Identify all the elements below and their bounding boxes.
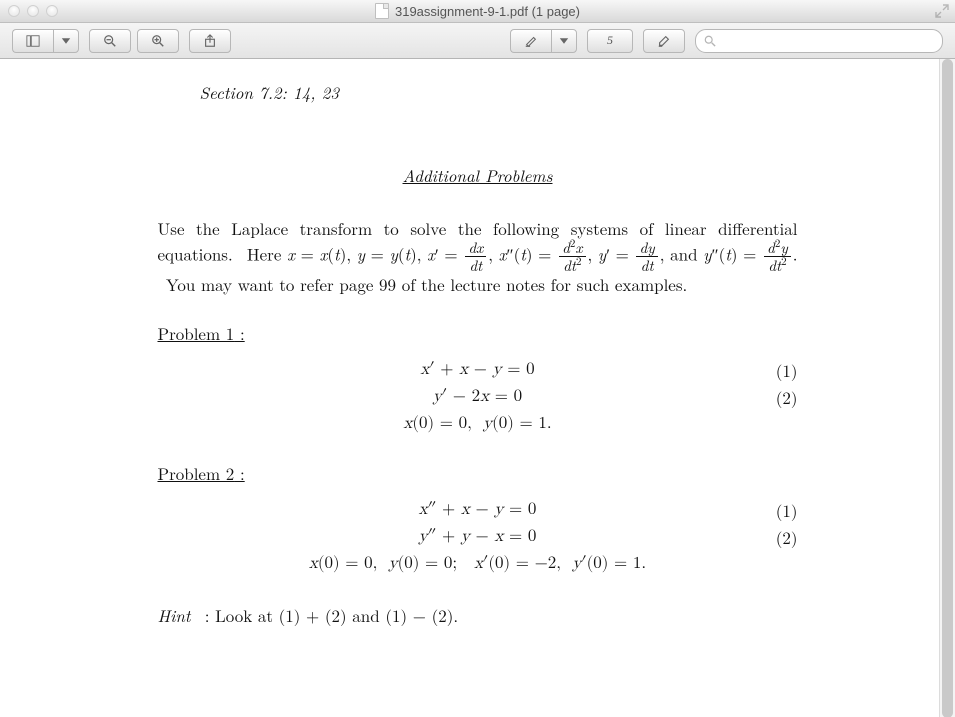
equation-number: (1): [776, 499, 798, 522]
titlebar: 319assignment-9-1.pdf (1 page): [0, 0, 955, 23]
highlight-dropdown[interactable]: [551, 29, 577, 53]
scrollbar-thumb[interactable]: [942, 59, 953, 717]
equation-line: x″ + x − y = 0(1): [158, 499, 798, 522]
page-indicator[interactable]: 5: [587, 29, 633, 53]
zoom-out-button[interactable]: [89, 29, 131, 53]
zoom-group: [89, 29, 179, 53]
hint-text: Hint : Look at (1) + (2) and (1) − (2).: [158, 604, 798, 627]
share-button[interactable]: [189, 29, 231, 53]
equation-body: y′ − 2x = 0: [158, 386, 798, 409]
document-viewport: Section 7.2: 14, 23 Additional Problems …: [0, 59, 955, 717]
equation-number: (1): [776, 359, 798, 382]
problems-container: Problem 1 :x′ + x − y = 0(1)y′ − 2x = 0(…: [158, 322, 798, 576]
minimize-window-icon[interactable]: [27, 5, 39, 17]
equation-body: x″ + x − y = 0: [158, 499, 798, 522]
pdf-page: Section 7.2: 14, 23 Additional Problems …: [0, 59, 955, 717]
intro-paragraph: Use the Laplace transform to solve the f…: [158, 217, 798, 296]
vertical-scrollbar[interactable]: [939, 59, 955, 717]
fullscreen-icon[interactable]: [935, 4, 949, 18]
view-mode-segment: [12, 29, 79, 53]
highlight-button[interactable]: [510, 29, 551, 53]
search-box[interactable]: [695, 29, 943, 53]
window-title: 319assignment-9-1.pdf (1 page): [0, 3, 955, 19]
window-controls: [0, 5, 58, 17]
document-icon: [375, 3, 389, 19]
equation-body: y″ + y − x = 0: [158, 526, 798, 549]
equation-line: x′ + x − y = 0(1): [158, 359, 798, 382]
equation-line: x(0) = 0, y(0) = 0; x′(0) = −2, y′(0) = …: [158, 553, 798, 576]
search-icon: [704, 35, 716, 47]
equation-line: y′ − 2x = 0(2): [158, 386, 798, 409]
problem-heading: Problem 2 :: [158, 462, 798, 485]
equation-line: x(0) = 0, y(0) = 1.: [158, 413, 798, 436]
equation-body: x(0) = 0, y(0) = 1.: [158, 413, 798, 436]
equation-body: x′ + x − y = 0: [158, 359, 798, 382]
additional-problems-heading: Additional Problems: [158, 164, 798, 187]
page-content: Section 7.2: 14, 23 Additional Problems …: [158, 81, 798, 627]
highlight-segment: [510, 29, 577, 53]
equation-line: y″ + y − x = 0(2): [158, 526, 798, 549]
close-window-icon[interactable]: [8, 5, 20, 17]
section-reference: Section 7.2: 14, 23: [200, 81, 798, 104]
equation-number: (2): [776, 526, 798, 549]
edit-button[interactable]: [643, 29, 685, 53]
equation-number: (2): [776, 386, 798, 409]
equation-body: x(0) = 0, y(0) = 0; x′(0) = −2, y′(0) = …: [158, 553, 798, 576]
toolbar: 5: [0, 23, 955, 59]
view-mode-button[interactable]: [12, 29, 53, 53]
search-input[interactable]: [721, 33, 934, 49]
zoom-in-button[interactable]: [137, 29, 179, 53]
page-indicator-text: 5: [607, 33, 613, 48]
problem-heading: Problem 1 :: [158, 322, 798, 345]
zoom-window-icon[interactable]: [46, 5, 58, 17]
window-title-text: 319assignment-9-1.pdf (1 page): [395, 4, 580, 19]
view-mode-dropdown[interactable]: [53, 29, 79, 53]
